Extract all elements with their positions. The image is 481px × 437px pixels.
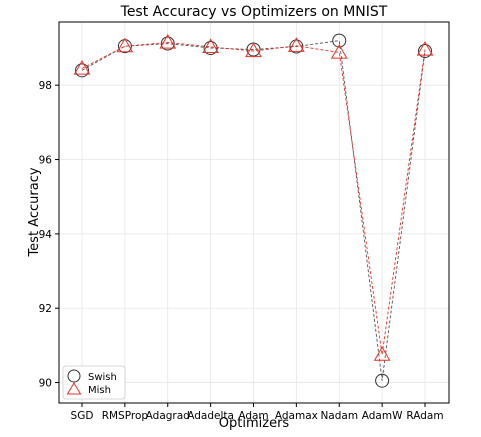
x-axis-label: Optimizers: [219, 416, 290, 431]
x-tick-label: RAdam: [406, 410, 443, 422]
y-tick-label: 92: [39, 303, 52, 315]
mish-point: [373, 346, 391, 361]
x-tick-label: RMSProp: [102, 410, 149, 422]
x-tick-label: SGD: [71, 410, 94, 422]
swish-point: [332, 33, 347, 48]
legend-swish-label: Swish: [88, 372, 117, 383]
x-tick-label: Nadam: [320, 410, 358, 422]
series-layer: [73, 33, 434, 388]
swish-point: [160, 36, 175, 51]
mish-point: [330, 43, 348, 59]
y-tick-label: 90: [39, 378, 52, 390]
mish-line: [81, 41, 426, 355]
legend-mish-label: Mish: [88, 385, 111, 396]
y-tick-label: 98: [39, 80, 52, 92]
x-tick-label: Adam: [238, 410, 268, 422]
swish-line: [81, 40, 426, 381]
mish-point: [73, 59, 91, 75]
swish-point: [203, 41, 218, 56]
mish-point: [288, 37, 305, 52]
plot-frame: [58, 21, 450, 404]
y-tick-label: 94: [39, 229, 53, 241]
mish-point: [416, 40, 434, 56]
legend: Swish Mish: [62, 365, 126, 400]
swish-point: [418, 43, 432, 58]
chart-title: Test Accuracy vs Optimizers on MNIST: [120, 4, 388, 20]
swish-point: [375, 373, 390, 388]
x-tick-label: Adamax: [275, 410, 318, 422]
mish-point: [245, 42, 262, 58]
x-tick-label: Adadelta: [187, 410, 234, 422]
y-axis-label: Test Accuracy: [27, 167, 42, 257]
x-tick-label: Adagrad: [146, 410, 190, 422]
mish-point: [116, 37, 134, 53]
grid-lines: [59, 22, 449, 403]
legend-mish-marker: [66, 382, 82, 395]
legend-swish-marker: [67, 369, 81, 383]
x-tick-label: AdamW: [362, 410, 403, 422]
mish-point: [202, 38, 219, 54]
y-tick-label: 96: [39, 155, 53, 167]
mish-point: [159, 33, 177, 49]
swish-point: [75, 63, 89, 78]
